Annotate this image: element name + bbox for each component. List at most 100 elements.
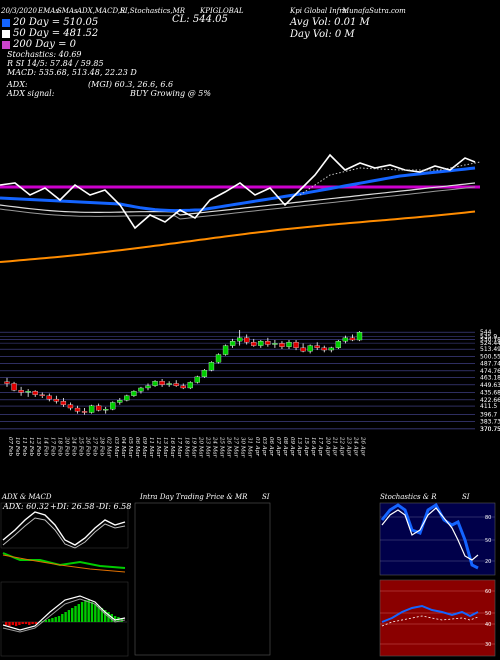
candle-body [173, 383, 179, 386]
price-level-label: 530.78 [480, 337, 500, 344]
candle-body [110, 402, 116, 410]
macd-bar [120, 618, 123, 622]
macd-bar [47, 619, 51, 622]
date-label: 01 Apr [254, 437, 260, 456]
day-volume: Day Vol: 0 M [290, 29, 355, 40]
date-label: 12 Feb [28, 437, 34, 457]
macd-bar [54, 617, 57, 622]
candle-body [4, 381, 10, 384]
candle-body [152, 381, 158, 386]
adx-value-label: ADX: 60.32 [3, 502, 50, 511]
candle-body [300, 347, 306, 352]
date-label: 22 Apr [338, 436, 344, 456]
candle-body [32, 391, 38, 395]
price-level-label: 463.18 [480, 374, 500, 381]
date-label: 16 Mar [169, 437, 175, 458]
macd-bar [94, 604, 97, 622]
macd-bar [67, 610, 71, 622]
date-label: 20 Apr [324, 436, 330, 456]
header-site: MunafaSutra.com [342, 7, 406, 15]
date-label: 23 Mar [204, 436, 210, 458]
date-label: 09 Mar [141, 437, 147, 458]
candle-body [342, 337, 349, 342]
rsi-level-label: 30 [485, 642, 491, 648]
adx-line-2 [2, 517, 126, 549]
candle-body [229, 340, 236, 346]
macd-bar [14, 622, 18, 626]
price-level-label: 422.66 [480, 397, 500, 404]
price-level-label: 513.49 [480, 346, 500, 353]
date-label: 07 Feb [7, 437, 13, 457]
header-rsi: SI,Stochastics,MR [120, 7, 186, 15]
macd-bar [90, 602, 94, 622]
date-label: 24 Apr [352, 436, 358, 456]
price-level-label: 535.9 [480, 334, 497, 341]
candle-body [131, 391, 137, 396]
date-label: 03 Mar [113, 437, 119, 458]
macd-bar [21, 622, 24, 624]
price-level-label: 396.7 [480, 411, 497, 418]
adx-signal: BUY Growing @ 5% [130, 89, 211, 98]
header-company: Kpi Global Infra [290, 7, 347, 15]
adx-panel-title: ADX & MACD [2, 493, 52, 501]
avg-volume: Avg Vol: 0.01 M [290, 17, 370, 28]
candle-body [321, 347, 327, 351]
macd-bar [61, 614, 64, 622]
ema20-swatch [2, 19, 10, 27]
date-label: 14 Feb [42, 437, 48, 457]
price-level-label: 411.5 [480, 403, 497, 410]
date-label: 09 Apr [289, 437, 295, 456]
macd-bar [74, 606, 77, 622]
adx-panel-frame [0, 502, 129, 549]
stoch-level-label: 50 [485, 538, 491, 544]
macd-bar [8, 622, 11, 626]
macd-bar [71, 608, 74, 622]
price-line [0, 153, 476, 230]
date-label: 15 Apr [303, 437, 309, 456]
macd-bar [18, 622, 21, 625]
candle-body [208, 362, 215, 371]
date-label: 23 Apr [345, 436, 351, 456]
date-label: 13 Apr [296, 437, 302, 456]
date-label: 17 Feb [49, 437, 55, 457]
sma-line-1 [0, 182, 476, 216]
date-label: 17 Mar [176, 437, 182, 458]
ema20-label: 20 Day = 510.05 [13, 17, 99, 28]
date-label: 27 Feb [92, 436, 98, 457]
macd-bar [28, 622, 31, 625]
price-level-label: 383.73 [480, 419, 500, 426]
date-label: 20 Mar [197, 436, 203, 458]
rsi-signal-line [381, 615, 479, 627]
candle-body [18, 390, 24, 393]
macd-bar [113, 616, 117, 622]
ema50-label: 50 Day = 481.52 [13, 28, 99, 39]
candle-body [293, 342, 299, 348]
date-label: 24 Feb [70, 436, 76, 457]
macd-bar [77, 604, 80, 622]
candle-body [180, 385, 186, 389]
rsi-level-label: 50 [485, 611, 491, 617]
date-label: 05 Mar [127, 437, 133, 458]
candle-body [328, 347, 334, 351]
ema20-line [0, 166, 476, 213]
candle-body [103, 408, 109, 411]
price-level-label: 435.68 [480, 390, 500, 397]
date-label: 19 Mar [190, 437, 196, 458]
macd-bar [104, 610, 107, 622]
macd-bar [34, 622, 38, 624]
date-label: 26 Feb [85, 436, 91, 457]
date-label: 07 Apr [275, 437, 281, 456]
candle-body [265, 340, 271, 345]
macd-bar [51, 618, 54, 622]
candle-body [11, 383, 17, 391]
candle-body [145, 385, 151, 389]
candle-body [25, 391, 31, 393]
candle-body [60, 401, 67, 405]
intraday-panel-suffix: SI [262, 493, 270, 501]
price-level-label: 370.75 [480, 426, 500, 433]
intraday-panel-title: Intra Day Trading Price & MR [140, 493, 248, 501]
macd-signal-line [2, 598, 126, 633]
header-adx: ADX,MACD,R [77, 7, 126, 15]
stoch-panel-frame [379, 502, 496, 576]
